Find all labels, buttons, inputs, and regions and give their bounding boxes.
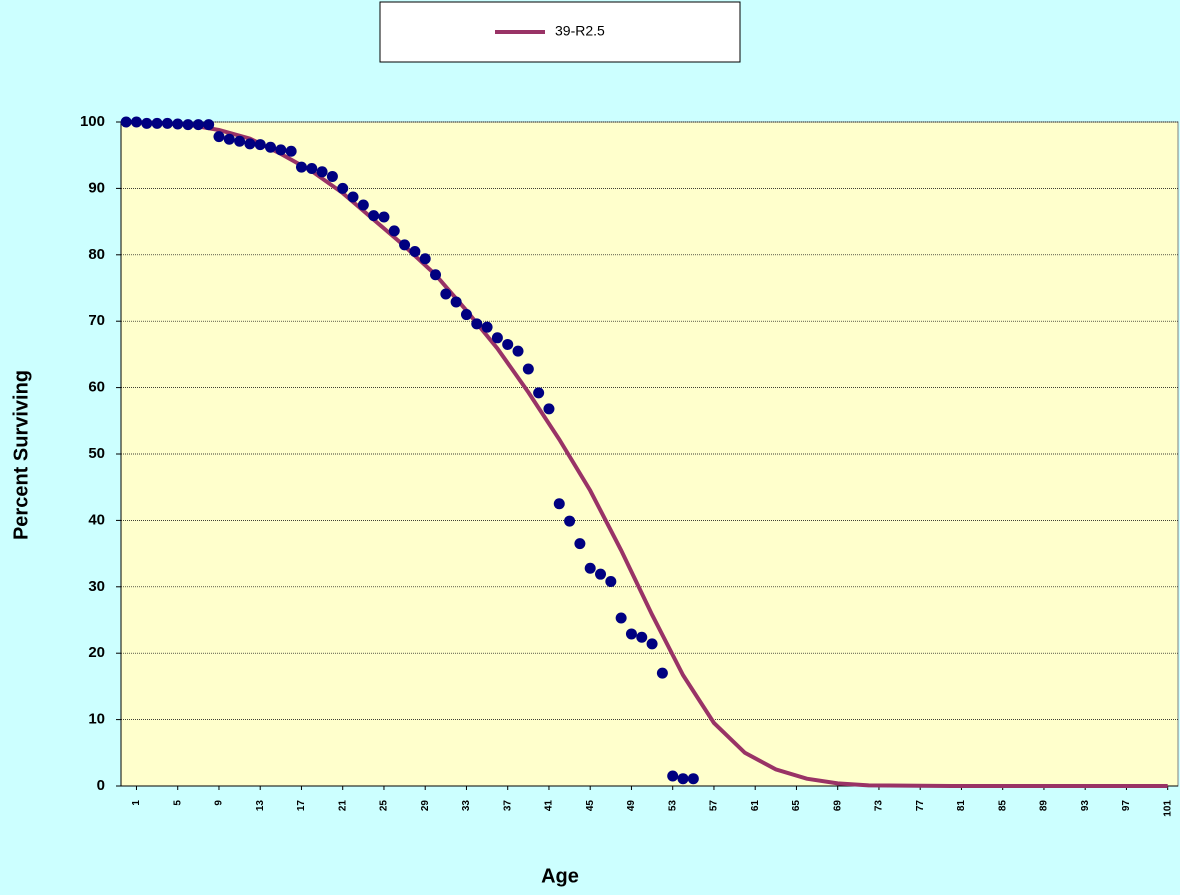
y-tick-label: 40 bbox=[88, 511, 105, 528]
data-point bbox=[656, 667, 668, 679]
data-point bbox=[399, 239, 411, 251]
y-tick-label: 70 bbox=[88, 312, 105, 329]
data-point bbox=[687, 773, 699, 785]
x-axis-title: Age bbox=[541, 865, 579, 887]
x-tick-label: 49 bbox=[626, 800, 637, 812]
x-tick-label: 1 bbox=[131, 800, 142, 806]
x-tick-label: 45 bbox=[585, 800, 596, 812]
x-tick-label: 61 bbox=[750, 800, 761, 812]
data-point bbox=[244, 138, 256, 150]
y-tick-label: 10 bbox=[88, 711, 105, 728]
x-tick-label: 97 bbox=[1121, 800, 1132, 812]
data-point bbox=[584, 562, 596, 574]
data-point bbox=[388, 225, 400, 237]
x-tick-label: 101 bbox=[1162, 800, 1173, 817]
y-tick-label: 100 bbox=[80, 113, 105, 130]
x-tick-label: 29 bbox=[420, 800, 431, 812]
data-point bbox=[574, 538, 586, 550]
data-point bbox=[275, 144, 287, 156]
x-tick-label: 17 bbox=[296, 800, 307, 812]
data-point bbox=[533, 387, 545, 399]
data-point bbox=[625, 628, 637, 640]
y-axis-title: Percent Surviving bbox=[10, 370, 32, 540]
data-point bbox=[419, 253, 431, 265]
data-point bbox=[192, 119, 204, 131]
data-point bbox=[213, 131, 225, 143]
x-tick-label: 81 bbox=[956, 800, 967, 812]
x-tick-label: 9 bbox=[214, 800, 225, 806]
data-point bbox=[450, 296, 462, 308]
data-point bbox=[203, 119, 215, 131]
data-point bbox=[430, 269, 442, 281]
x-tick-label: 53 bbox=[667, 800, 678, 812]
data-point bbox=[440, 288, 452, 300]
data-point bbox=[409, 245, 421, 257]
x-tick-label: 13 bbox=[255, 800, 266, 812]
data-point bbox=[481, 321, 493, 333]
x-tick-label: 73 bbox=[874, 800, 885, 812]
data-point bbox=[667, 770, 679, 782]
data-point bbox=[502, 338, 514, 350]
data-point bbox=[295, 161, 307, 173]
data-point bbox=[347, 191, 359, 203]
data-point bbox=[677, 773, 689, 785]
data-point bbox=[378, 211, 390, 223]
x-tick-label: 57 bbox=[709, 800, 720, 812]
legend-box bbox=[379, 1, 741, 63]
data-point bbox=[120, 116, 132, 128]
x-tick-label: 25 bbox=[379, 800, 390, 812]
data-point bbox=[615, 612, 627, 624]
data-point bbox=[553, 498, 565, 510]
data-point bbox=[306, 162, 318, 174]
y-tick-label: 0 bbox=[97, 777, 105, 794]
data-point bbox=[223, 133, 235, 145]
data-point bbox=[130, 116, 142, 128]
x-tick-label: 37 bbox=[502, 800, 513, 812]
data-point bbox=[368, 210, 380, 222]
y-tick-label: 60 bbox=[88, 379, 105, 396]
data-point bbox=[522, 363, 534, 375]
data-point bbox=[172, 118, 184, 130]
data-point bbox=[151, 117, 163, 129]
data-point bbox=[471, 318, 483, 330]
y-tick-label: 90 bbox=[88, 179, 105, 196]
x-tick-label: 41 bbox=[544, 800, 555, 812]
x-tick-label: 93 bbox=[1080, 800, 1091, 812]
data-point bbox=[564, 515, 576, 527]
legend-label: 39-R2.5 bbox=[555, 23, 605, 39]
data-point bbox=[326, 170, 338, 182]
x-tick-label: 33 bbox=[461, 800, 472, 812]
data-point bbox=[161, 117, 173, 129]
data-point bbox=[182, 119, 194, 131]
x-tick-label: 89 bbox=[1039, 800, 1050, 812]
data-point bbox=[595, 568, 607, 580]
x-tick-label: 77 bbox=[915, 800, 926, 812]
y-tick-label: 50 bbox=[88, 445, 105, 462]
data-point bbox=[254, 139, 266, 151]
y-tick-label: 80 bbox=[88, 246, 105, 263]
data-point bbox=[512, 345, 524, 357]
data-point bbox=[141, 117, 153, 129]
data-point bbox=[543, 403, 555, 415]
data-point bbox=[491, 332, 503, 344]
data-point bbox=[636, 631, 648, 643]
x-tick-label: 85 bbox=[997, 800, 1008, 812]
data-point bbox=[337, 182, 349, 194]
data-point bbox=[605, 575, 617, 587]
data-point bbox=[316, 166, 328, 178]
y-tick-label: 20 bbox=[88, 644, 105, 661]
data-point bbox=[357, 199, 369, 211]
data-point bbox=[265, 141, 277, 153]
x-tick-label: 65 bbox=[791, 800, 802, 812]
x-tick-label: 5 bbox=[172, 800, 183, 806]
y-tick-label: 30 bbox=[88, 578, 105, 595]
data-point bbox=[646, 638, 658, 650]
data-point bbox=[285, 145, 297, 157]
data-point bbox=[460, 309, 472, 321]
x-tick-label: 69 bbox=[832, 800, 843, 812]
data-point bbox=[234, 135, 246, 147]
x-tick-label: 21 bbox=[337, 800, 348, 812]
